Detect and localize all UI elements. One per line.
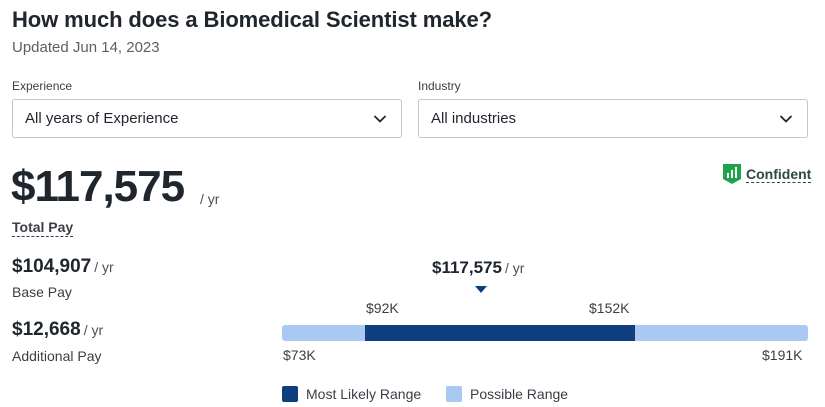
likely-range-bar [365, 325, 635, 341]
industry-label: Industry [418, 79, 461, 93]
median-pay-period: / yr [504, 260, 525, 276]
updated-date: Updated Jun 14, 2023 [12, 39, 160, 56]
industry-select[interactable]: All industries [418, 99, 808, 138]
median-pay-value: $117,575 [432, 258, 502, 277]
base-pay-value: $104,907 [12, 256, 92, 277]
experience-select[interactable]: All years of Experience [12, 99, 402, 138]
confidence-badge[interactable]: Confident [722, 163, 812, 185]
confidence-label: Confident [746, 165, 812, 183]
base-pay-amount: $104,907/ yr [12, 256, 114, 278]
legend-possible-label: Possible Range [470, 386, 569, 402]
experience-label: Experience [12, 79, 73, 93]
likely-swatch [282, 386, 298, 402]
possible-low-label: $73K [283, 347, 316, 363]
legend-possible: Possible Range [446, 386, 568, 402]
industry-select-value: All industries [431, 110, 517, 127]
experience-select-value: All years of Experience [25, 110, 179, 127]
median-pay-callout: $117,575/ yr [432, 258, 524, 278]
additional-pay-amount: $12,668/ yr [12, 319, 103, 341]
chevron-down-icon [374, 115, 386, 123]
median-marker-icon [475, 286, 487, 293]
total-pay-amount: $117,575 [11, 162, 185, 211]
additional-pay-period: / yr [83, 322, 104, 338]
likely-low-label: $92K [366, 300, 399, 316]
likely-high-label: $152K [589, 300, 630, 316]
possible-high-label: $191K [762, 347, 803, 363]
total-pay-label[interactable]: Total Pay [12, 219, 74, 237]
possible-swatch [446, 386, 462, 402]
base-pay-period: / yr [94, 259, 114, 275]
page-title: How much does a Biomedical Scientist mak… [12, 7, 492, 32]
confidence-bars-icon [723, 164, 741, 184]
additional-pay-value: $12,668 [12, 319, 81, 340]
total-pay-period: / yr [200, 191, 220, 207]
chevron-down-icon [780, 115, 792, 123]
legend-likely-label: Most Likely Range [306, 386, 422, 402]
base-pay-label: Base Pay [12, 284, 72, 300]
additional-pay-label: Additional Pay [12, 348, 102, 364]
legend-likely: Most Likely Range [282, 386, 421, 402]
